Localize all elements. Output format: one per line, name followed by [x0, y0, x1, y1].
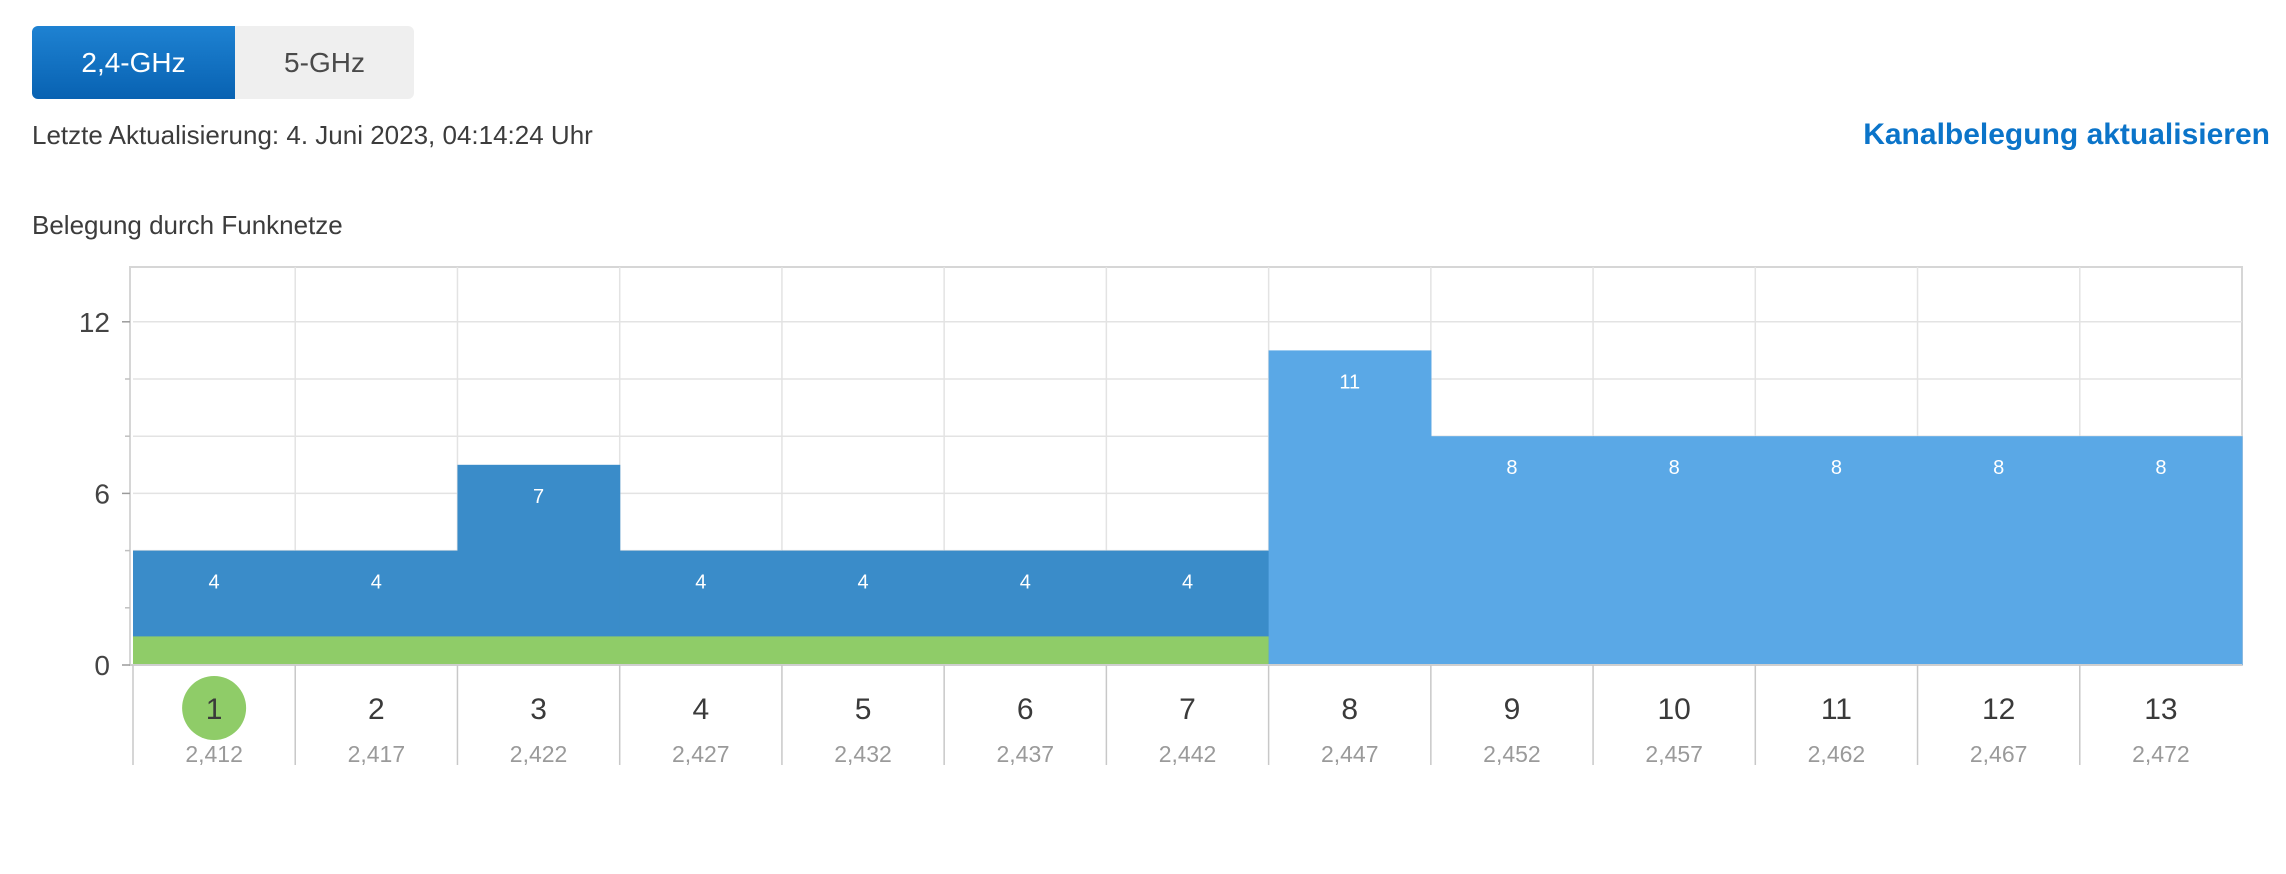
bar-value-label: 4 — [371, 572, 382, 594]
x-tick-label-frequency: 2,467 — [1970, 741, 2028, 767]
bar-channel-12 — [1917, 436, 2081, 665]
x-tick-label-frequency: 2,422 — [510, 741, 568, 767]
x-tick-label-channel: 2 — [368, 693, 385, 726]
own-channel-marker — [182, 676, 247, 740]
bar-channel-9 — [1430, 436, 1594, 665]
x-tick-label-frequency: 2,442 — [1159, 741, 1217, 767]
y-tick-label: 6 — [94, 478, 110, 509]
own-network-band — [133, 636, 1269, 665]
bar-value-label: 4 — [695, 572, 706, 594]
tab-2-4-ghz[interactable]: 2,4-GHz — [32, 26, 235, 99]
x-tick-label-channel: 8 — [1341, 693, 1358, 726]
last-update-text: Letzte Aktualisierung: 4. Juni 2023, 04:… — [32, 120, 593, 150]
x-tick-label-channel: 13 — [2144, 693, 2177, 726]
x-tick-label-channel: 5 — [855, 693, 872, 726]
bar-channel-13 — [2079, 436, 2243, 665]
x-tick-label-frequency: 2,437 — [996, 741, 1054, 767]
x-tick-label-channel: 11 — [1821, 693, 1852, 726]
bar-value-label: 8 — [2155, 457, 2166, 479]
x-tick-label-channel: 1 — [206, 693, 223, 726]
x-tick-label-channel: 3 — [530, 693, 547, 726]
x-tick-label-channel: 4 — [692, 693, 709, 726]
bar-value-label: 4 — [1182, 572, 1193, 594]
x-tick-label-frequency: 2,412 — [185, 741, 243, 767]
x-tick-label-channel: 9 — [1504, 693, 1521, 726]
y-tick-label: 0 — [94, 650, 110, 681]
bar-value-label: 4 — [857, 572, 868, 594]
x-tick-label-channel: 12 — [1982, 693, 2015, 726]
x-tick-label-frequency: 2,432 — [834, 741, 892, 767]
tab-5-ghz[interactable]: 5-GHz — [235, 26, 414, 99]
bar-channel-10 — [1593, 436, 1756, 665]
x-tick-label-frequency: 2,417 — [348, 741, 406, 767]
bar-channel-8 — [1268, 350, 1432, 665]
x-tick-label-frequency: 2,447 — [1321, 741, 1379, 767]
refresh-channel-link[interactable]: Kanalbelegung aktualisieren — [1863, 118, 2270, 151]
bar-value-label: 8 — [1831, 457, 1842, 479]
y-tick-label: 12 — [79, 307, 110, 338]
bar-value-label: 8 — [1506, 457, 1517, 479]
bar-value-label: 4 — [209, 572, 220, 594]
bar-channel-11 — [1755, 436, 1919, 665]
x-tick-label-frequency: 2,427 — [672, 741, 730, 767]
x-tick-label-channel: 7 — [1179, 693, 1196, 726]
x-tick-label-frequency: 2,472 — [2132, 741, 2190, 767]
x-tick-label-channel: 6 — [1017, 693, 1034, 726]
bar-value-label: 4 — [1020, 572, 1031, 594]
x-tick-label-channel: 10 — [1658, 693, 1691, 726]
x-tick-label-frequency: 2,462 — [1808, 741, 1866, 767]
bar-value-label: 8 — [1669, 457, 1680, 479]
bar-value-label: 8 — [1993, 457, 2004, 479]
bar-value-label: 7 — [533, 486, 544, 508]
chart-title: Belegung durch Funknetze — [32, 210, 343, 240]
x-tick-label-frequency: 2,452 — [1483, 741, 1541, 767]
bar-value-label: 11 — [1339, 371, 1360, 393]
band-tabs: 2,4-GHz 5-GHz — [32, 26, 414, 99]
x-tick-label-frequency: 2,457 — [1645, 741, 1703, 767]
bar-fill-channel-3 — [457, 464, 621, 665]
